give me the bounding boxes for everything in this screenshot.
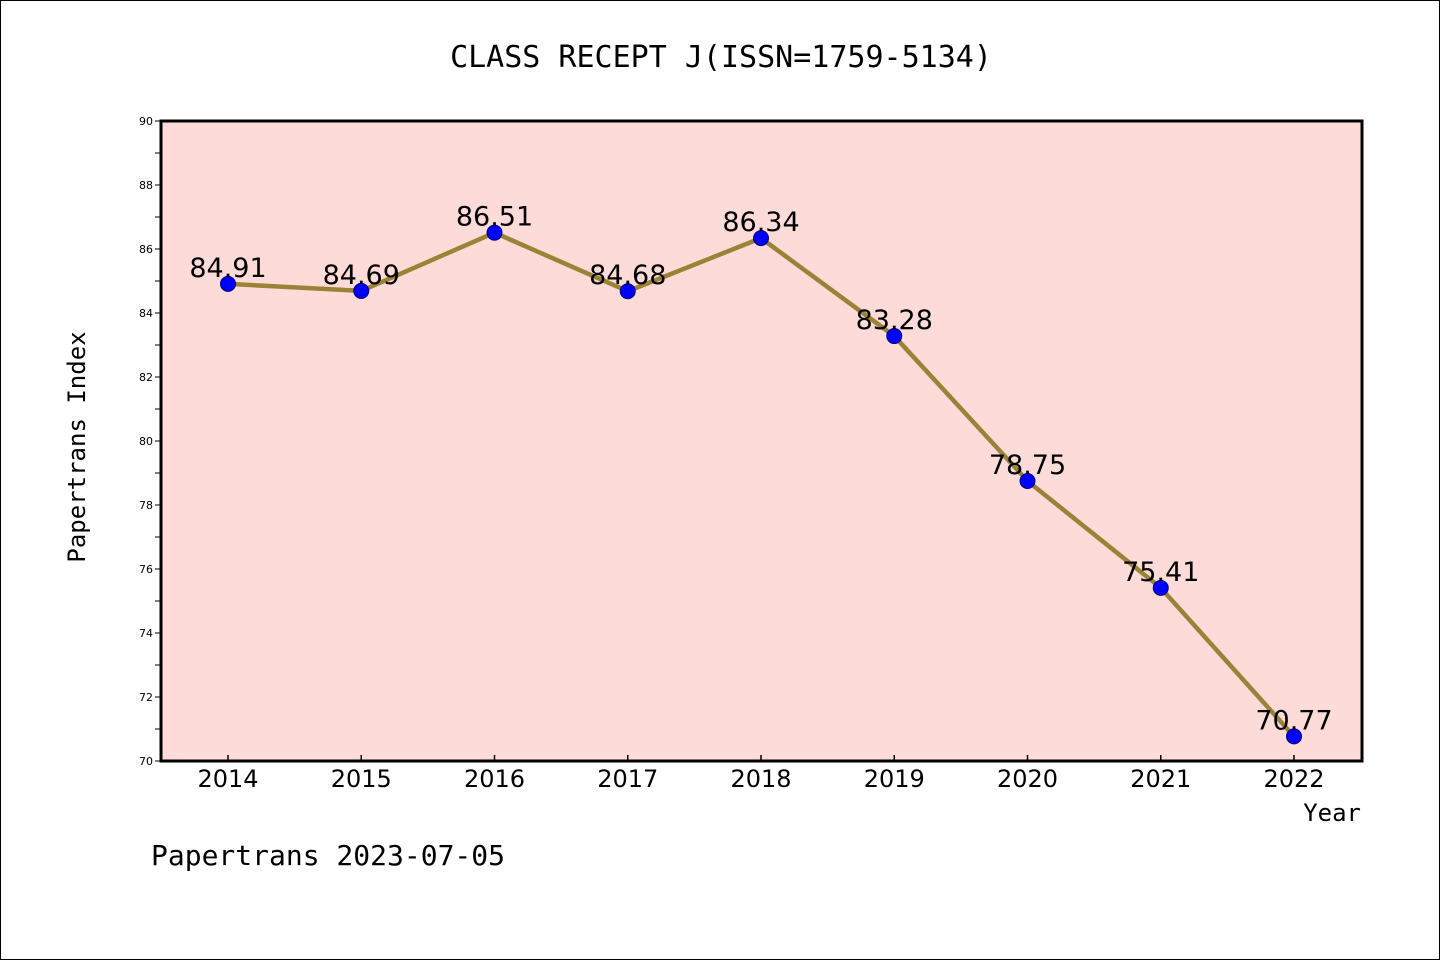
y-tick-label: 74 bbox=[139, 627, 153, 640]
data-label: 83.28 bbox=[856, 305, 933, 336]
y-axis-label: Papertrans Index bbox=[63, 331, 91, 562]
y-tick-label: 70 bbox=[139, 755, 153, 768]
data-point-marker bbox=[753, 230, 769, 247]
footer-text: Papertrans 2023-07-05 bbox=[151, 839, 505, 872]
data-label: 70.77 bbox=[1255, 705, 1332, 736]
data-point-marker bbox=[1019, 473, 1036, 489]
y-tick-label: 72 bbox=[139, 691, 153, 704]
data-point-marker bbox=[886, 328, 903, 345]
x-tick-label: 2015 bbox=[331, 765, 392, 793]
data-label: 84.91 bbox=[189, 253, 266, 284]
x-tick-label: 2019 bbox=[864, 765, 925, 793]
x-axis: 2014 2015 2016 2017 2018 2019 2020 2021 2022 bbox=[197, 755, 1325, 793]
plot-area bbox=[159, 119, 1364, 763]
x-tick-label: 2020 bbox=[997, 765, 1058, 793]
data-label: 75.41 bbox=[1122, 557, 1199, 588]
y-tick-label: 86 bbox=[139, 243, 153, 256]
x-tick-label: 2018 bbox=[730, 765, 791, 793]
data-point-marker bbox=[1286, 728, 1302, 745]
x-tick-label: 2017 bbox=[597, 765, 658, 793]
y-tick-label: 82 bbox=[139, 371, 153, 384]
data-label: 84.68 bbox=[589, 260, 666, 291]
x-tick-label: 2021 bbox=[1130, 765, 1191, 793]
y-tick-label: 80 bbox=[139, 435, 153, 448]
data-label: 86.51 bbox=[456, 202, 533, 233]
x-tick-label: 2014 bbox=[197, 765, 258, 793]
chart-title: CLASS RECEPT J(ISSN=1759-5134) bbox=[450, 40, 992, 75]
data-labels: 84.91 84.69 86.51 84.68 86.34 83.28 78.75 75.41… bbox=[189, 202, 1332, 737]
y-tick-label: 90 bbox=[139, 115, 153, 128]
x-axis-label: Year bbox=[1303, 799, 1361, 827]
x-tick-label: 2022 bbox=[1263, 765, 1324, 793]
series-line-group bbox=[220, 224, 1302, 745]
data-point-marker bbox=[1152, 579, 1169, 596]
y-tick-label: 78 bbox=[139, 499, 153, 512]
data-point-marker bbox=[220, 275, 236, 292]
y-tick-label: 76 bbox=[139, 563, 153, 576]
data-label: 86.34 bbox=[722, 207, 799, 238]
y-axis: 70 72 74 76 78 80 82 84 86 88 90 bbox=[139, 115, 161, 768]
data-label: 84.69 bbox=[323, 260, 400, 291]
data-point-marker bbox=[619, 283, 636, 300]
y-tick-label: 88 bbox=[139, 179, 153, 192]
y-tick-label: 84 bbox=[139, 307, 153, 320]
data-point-marker bbox=[353, 282, 370, 299]
data-label: 78.75 bbox=[989, 450, 1066, 481]
data-point-marker bbox=[486, 224, 503, 241]
x-tick-label: 2016 bbox=[464, 765, 525, 793]
